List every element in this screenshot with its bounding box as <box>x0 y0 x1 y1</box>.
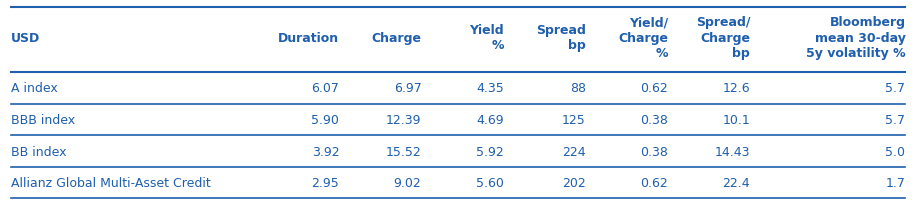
Text: 5.0: 5.0 <box>886 145 906 158</box>
Text: 0.38: 0.38 <box>640 145 668 158</box>
Text: 22.4: 22.4 <box>723 176 750 189</box>
Text: 5.60: 5.60 <box>475 176 504 189</box>
Text: A index: A index <box>10 82 58 95</box>
Text: 0.62: 0.62 <box>640 82 668 95</box>
Text: 125: 125 <box>562 113 586 126</box>
Text: Spread
bp: Spread bp <box>536 24 586 52</box>
Text: Yield
%: Yield % <box>469 24 504 52</box>
Text: Allianz Global Multi-Asset Credit: Allianz Global Multi-Asset Credit <box>10 176 211 189</box>
Text: 10.1: 10.1 <box>723 113 750 126</box>
Text: 1.7: 1.7 <box>886 176 906 189</box>
Text: 4.35: 4.35 <box>476 82 504 95</box>
Text: 4.69: 4.69 <box>476 113 504 126</box>
Text: Spread/
Charge
bp: Spread/ Charge bp <box>696 16 750 60</box>
Text: USD: USD <box>10 32 39 44</box>
Text: BBB index: BBB index <box>10 113 74 126</box>
Text: 202: 202 <box>562 176 586 189</box>
Text: 0.62: 0.62 <box>640 176 668 189</box>
Text: 6.97: 6.97 <box>394 82 421 95</box>
Text: 5.90: 5.90 <box>311 113 339 126</box>
Text: 6.07: 6.07 <box>311 82 339 95</box>
Text: 5.7: 5.7 <box>886 113 906 126</box>
Text: BB index: BB index <box>10 145 66 158</box>
Text: 2.95: 2.95 <box>311 176 339 189</box>
Text: 224: 224 <box>562 145 586 158</box>
Text: 15.52: 15.52 <box>386 145 421 158</box>
Text: Bloomberg
mean 30-day
5y volatility %: Bloomberg mean 30-day 5y volatility % <box>806 16 906 60</box>
Text: 5.92: 5.92 <box>476 145 504 158</box>
Text: 12.6: 12.6 <box>723 82 750 95</box>
Text: 88: 88 <box>570 82 586 95</box>
Text: 12.39: 12.39 <box>386 113 421 126</box>
Text: Duration: Duration <box>278 32 339 44</box>
Text: Yield/
Charge
%: Yield/ Charge % <box>618 16 668 60</box>
Text: 0.38: 0.38 <box>640 113 668 126</box>
Text: 5.7: 5.7 <box>886 82 906 95</box>
Text: 3.92: 3.92 <box>311 145 339 158</box>
Text: Charge: Charge <box>372 32 421 44</box>
Text: 9.02: 9.02 <box>394 176 421 189</box>
Text: 14.43: 14.43 <box>714 145 750 158</box>
